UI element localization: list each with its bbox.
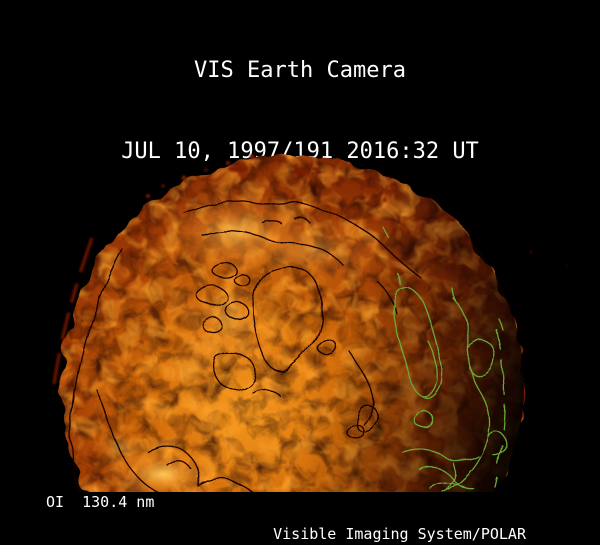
rim-speck xyxy=(226,161,230,165)
rim-speck xyxy=(291,169,309,175)
europe-coast xyxy=(401,447,479,462)
coastline-siberia xyxy=(183,200,422,279)
uk-outline xyxy=(354,404,379,432)
rim-speck xyxy=(161,184,165,188)
coastline-arctic xyxy=(202,230,345,267)
coastline-islets xyxy=(261,218,311,225)
night-limb-dash xyxy=(395,271,401,285)
iceland-outline xyxy=(317,339,338,356)
wavelength-label: OI 130.4 nm xyxy=(46,493,155,511)
rim-speck xyxy=(249,154,255,160)
novaya-zemlya-outline xyxy=(376,280,398,315)
ireland-outline xyxy=(347,423,364,440)
bright-patch xyxy=(94,429,146,467)
greenland-outline xyxy=(252,266,323,373)
coastlines-day xyxy=(70,200,422,492)
night-coast-chain xyxy=(444,299,491,492)
image-timestamp: JUL 10, 1997/191 2016:32 UT xyxy=(121,139,479,164)
night-limb-dash xyxy=(499,319,504,331)
norway-coast-dark xyxy=(349,351,374,425)
night-limb-dash xyxy=(383,227,391,240)
coastlines-night xyxy=(383,227,507,492)
bright-patch xyxy=(217,212,407,288)
night-coast-loop xyxy=(467,340,496,377)
europe-coast xyxy=(419,466,475,490)
italy-outline xyxy=(447,461,455,491)
arctic-island xyxy=(196,285,228,307)
night-coast-loop xyxy=(487,431,507,457)
alaska-limb-coast xyxy=(70,248,123,492)
rim-speck xyxy=(272,158,276,162)
page-title: VIS Earth Camera xyxy=(194,58,406,83)
baltic-outline xyxy=(423,340,438,399)
coastline-segment xyxy=(167,461,193,471)
rim-specks xyxy=(146,154,568,267)
stray-dot xyxy=(529,250,533,254)
night-limb-dash xyxy=(451,287,458,303)
bright-patch xyxy=(158,344,222,396)
limb-glow-arc xyxy=(52,237,94,385)
rim-speck xyxy=(228,166,248,172)
arctic-island xyxy=(201,317,223,334)
rim-speck xyxy=(204,168,208,172)
title-block: VIS Earth Camera JUL 10, 1997/191 2016:3… xyxy=(0,3,600,219)
hudson-bay-outline xyxy=(147,445,254,492)
bright-patches xyxy=(94,187,407,492)
credit-line-1: Visible Imaging System/POLAR xyxy=(273,525,526,543)
rim-speck xyxy=(316,168,320,172)
rim-speck xyxy=(146,194,150,198)
denmark-outline xyxy=(415,410,433,430)
rim-speck xyxy=(181,175,187,181)
stray-dot xyxy=(566,265,568,267)
earth-disc-group xyxy=(52,154,568,492)
baffin-outline xyxy=(212,351,256,391)
scandinavia-outline xyxy=(393,287,443,400)
coastline-segment xyxy=(251,387,281,397)
rim-speck xyxy=(294,164,298,168)
rim-speck xyxy=(338,176,342,180)
arctic-island xyxy=(224,300,249,321)
night-limb-arc xyxy=(493,329,506,487)
rim-speck xyxy=(360,186,364,190)
mediterranean-coast xyxy=(429,482,467,489)
arctic-island xyxy=(234,274,251,288)
arctic-island xyxy=(211,261,238,279)
rim-speck xyxy=(383,198,387,202)
credit-block: Visible Imaging System/POLAR The Univers… xyxy=(237,492,526,545)
north-america-coast xyxy=(95,388,159,492)
